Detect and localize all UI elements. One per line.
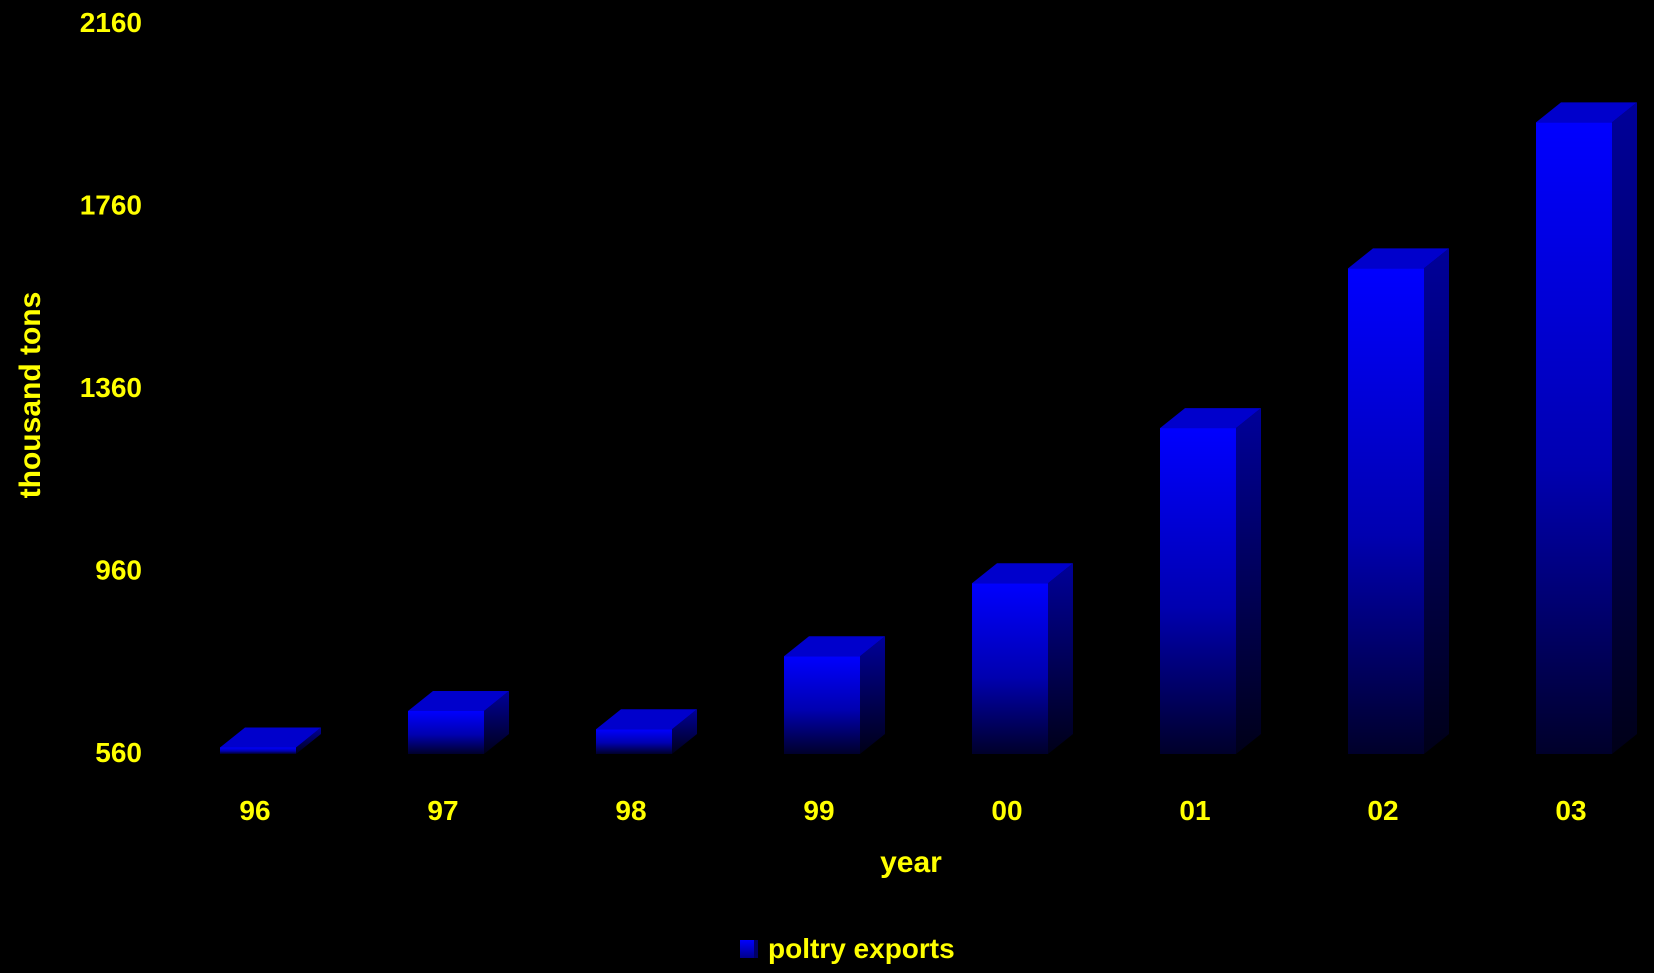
bar-top-face xyxy=(1348,248,1449,269)
bar xyxy=(1536,102,1637,754)
bar-side-face xyxy=(296,727,321,754)
bar-series-poltry-exports xyxy=(220,102,1637,754)
bar-top-face xyxy=(1536,102,1637,123)
y-tick-label: 1760 xyxy=(80,190,142,221)
bar-front-face xyxy=(1536,122,1612,754)
x-tick-label: 98 xyxy=(615,795,646,826)
bar-side-face xyxy=(1048,563,1073,754)
x-tick-label: 96 xyxy=(239,795,270,826)
y-tick-label: 560 xyxy=(95,737,142,768)
bar-top-face xyxy=(408,690,509,711)
y-tick-label: 1360 xyxy=(80,372,142,403)
bar-top-face xyxy=(220,727,321,748)
bar xyxy=(784,636,885,754)
legend-swatch xyxy=(740,940,758,958)
y-tick-label: 2160 xyxy=(80,7,142,38)
bar-side-face xyxy=(1236,408,1261,754)
bar xyxy=(408,690,509,754)
y-tick-label: 960 xyxy=(95,555,142,586)
bar-side-face xyxy=(484,690,509,754)
x-axis-ticks: 96 97 98 99 00 01 02 03 xyxy=(239,795,1586,826)
bar-top-face xyxy=(784,636,885,657)
y-axis-ticks: 560 960 1360 1760 2160 xyxy=(80,7,142,768)
bar-front-face xyxy=(784,656,860,754)
bar-front-face xyxy=(1348,268,1424,754)
bar-front-face xyxy=(972,583,1048,754)
bar-front-face xyxy=(596,729,672,754)
bar xyxy=(596,709,697,754)
x-tick-label: 00 xyxy=(991,795,1022,826)
y-axis-label: thousand tons xyxy=(14,292,47,499)
bar-side-face xyxy=(1612,102,1637,754)
bar-front-face xyxy=(220,747,296,754)
bar-side-face xyxy=(1424,248,1449,754)
x-axis-label: year xyxy=(880,846,942,879)
x-tick-label: 99 xyxy=(803,795,834,826)
x-tick-label: 01 xyxy=(1179,795,1210,826)
bar xyxy=(220,727,321,754)
x-tick-label: 97 xyxy=(427,795,458,826)
bar-top-face xyxy=(596,709,697,730)
bar-top-face xyxy=(1160,408,1261,429)
x-tick-label: 03 xyxy=(1555,795,1586,826)
bar xyxy=(1160,408,1261,754)
bar-side-face xyxy=(860,636,885,754)
legend-label: poltry exports xyxy=(768,933,955,964)
bar xyxy=(972,563,1073,754)
bar-front-face xyxy=(1160,428,1236,754)
legend: poltry exports xyxy=(740,935,955,963)
bar-top-face xyxy=(972,563,1073,584)
x-tick-label: 02 xyxy=(1367,795,1398,826)
bar-front-face xyxy=(408,710,484,754)
bar-side-face xyxy=(672,709,697,754)
bar xyxy=(1348,248,1449,754)
